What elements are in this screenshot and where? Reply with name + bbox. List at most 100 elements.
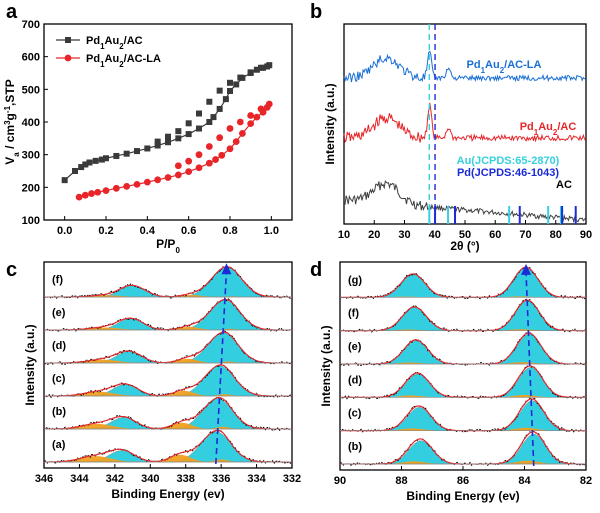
minor-peak-area: [44, 326, 292, 330]
minor-peak-area: [44, 294, 292, 297]
data-point: [185, 157, 193, 165]
data-point: [164, 174, 172, 181]
data-point: [239, 130, 246, 137]
data-point: [133, 180, 141, 188]
data-point: [216, 105, 223, 112]
envelope-fit-line: [44, 396, 292, 430]
series-label-ac: AC: [556, 179, 572, 191]
data-point: [236, 118, 244, 126]
data-point: [205, 159, 213, 167]
xrd-pattern-line: [343, 180, 586, 224]
data-point: [218, 151, 226, 159]
fitted-peak-area: [340, 300, 586, 331]
data-point: [258, 64, 264, 71]
x-tick-label: 88: [395, 475, 407, 487]
data-point: [98, 156, 105, 163]
spectrum-label: (b): [52, 406, 66, 418]
x-tick-label: 334: [247, 473, 266, 485]
x-tick-label: 338: [177, 473, 195, 485]
data-point: [174, 162, 182, 170]
x-tick-label: 70: [519, 229, 531, 241]
x-tick-label: 50: [459, 229, 471, 241]
x-tick-label: 0.2: [98, 225, 113, 237]
panel-letter-a: a: [6, 1, 18, 23]
data-point: [247, 69, 254, 76]
data-point: [257, 105, 265, 113]
data-point: [206, 119, 213, 125]
peak-shift-arrowhead: [521, 263, 532, 275]
minor-peak-area: [44, 358, 292, 363]
data-point: [143, 178, 151, 186]
peak-shift-arrowhead: [221, 263, 232, 275]
y-axis-title: Intensity (a.u.): [323, 83, 337, 164]
data-point: [154, 142, 161, 149]
y-tick-label: 500: [22, 84, 40, 96]
x-axis-title: Binding Energy (ev): [406, 489, 519, 503]
data-point: [195, 151, 203, 159]
y-tick-label: 100: [22, 215, 40, 227]
spectrum-label: (c): [52, 373, 66, 385]
spectrum-label: (g): [348, 274, 362, 286]
data-point: [103, 155, 109, 162]
y-tick-label: 300: [22, 150, 40, 162]
panel-c-pd3d-xps-chart: c 346 344 342 340 338 336 334 332 Binding Energy …: [6, 259, 301, 501]
panel-letter-d: d: [310, 259, 322, 281]
data-point: [154, 138, 161, 145]
panel-b-xrd-chart: b 10 20 30 40 50 60 70 80 90 2θ (°) Intensity (a.u.…: [310, 1, 592, 253]
x-axis-title: Binding Energy (ev): [111, 487, 224, 501]
x-tick-label: 0.4: [140, 225, 156, 237]
data-point: [165, 139, 171, 146]
spectrum-label: (e): [52, 307, 66, 319]
x-tick-label: 0.0: [57, 225, 72, 237]
legend-label: Pd1Au2/AC-LA: [86, 53, 161, 69]
data-point: [78, 164, 85, 171]
fitted-peak-area: [44, 431, 292, 463]
data-point: [144, 145, 151, 152]
data-point: [154, 176, 162, 184]
x-tick-label: 344: [70, 473, 89, 485]
xrd-pattern-line: [343, 50, 586, 83]
data-point: [61, 177, 68, 184]
data-point: [165, 133, 171, 140]
data-point: [195, 164, 203, 172]
data-point: [94, 188, 102, 196]
data-point: [247, 120, 255, 128]
spectrum-label: (b): [348, 441, 362, 453]
data-point: [113, 152, 120, 159]
minor-peak-area: [340, 395, 586, 398]
x-tick-label: 80: [550, 229, 562, 241]
data-point: [232, 138, 240, 146]
data-point: [222, 96, 229, 103]
x-tick-label: 60: [489, 229, 501, 241]
data-point: [82, 161, 89, 168]
legend-marker: [65, 37, 71, 43]
y-tick-label: 400: [22, 117, 40, 129]
x-tick-label: 342: [106, 473, 124, 485]
series-label-pd1au2-ac: Pd1Au2/AC: [520, 121, 577, 137]
x-tick-label: 336: [212, 473, 230, 485]
data-point: [205, 143, 213, 150]
x-tick-label: 340: [141, 473, 159, 485]
data-point: [216, 87, 223, 94]
x-tick-label: 82: [580, 475, 592, 487]
data-point: [266, 62, 273, 69]
fitted-peak-area: [44, 332, 292, 364]
envelope-fit-line: [44, 364, 292, 397]
y-tick-label: 200: [22, 182, 40, 194]
y-tick-label: 700: [22, 19, 40, 31]
y-axis-title: Intensity (a.u.): [319, 325, 333, 406]
data-point: [233, 81, 240, 88]
data-point: [237, 74, 244, 81]
data-point: [185, 131, 192, 138]
x-tick-label: 1.0: [264, 225, 279, 237]
data-point: [88, 190, 95, 197]
fitted-peak-area: [44, 398, 292, 430]
data-point: [253, 113, 261, 121]
raw-spectrum-line: [43, 363, 293, 399]
envelope-fit-line: [44, 429, 292, 463]
x-tick-label: 10: [338, 229, 350, 241]
data-point: [102, 187, 110, 195]
data-point: [185, 120, 192, 127]
envelope-fit-line: [340, 266, 586, 298]
envelope-fit-line: [44, 266, 292, 298]
